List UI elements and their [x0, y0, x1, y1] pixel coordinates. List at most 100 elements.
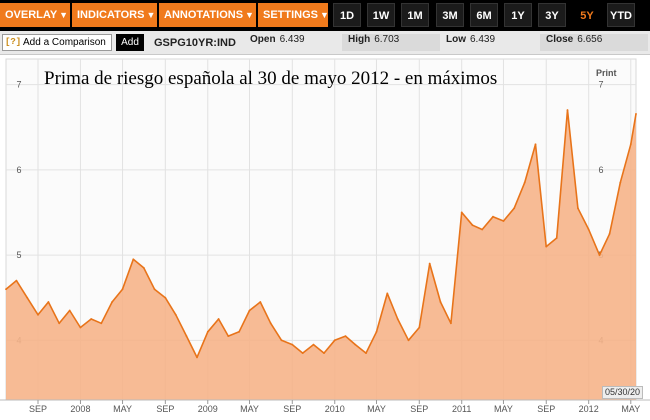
data-point — [598, 254, 601, 256]
data-point — [142, 267, 145, 269]
data-point — [460, 211, 463, 214]
data-point — [365, 352, 367, 354]
data-point — [523, 181, 526, 184]
data-point — [428, 262, 431, 265]
open-stat: Open 6.439 — [250, 34, 305, 51]
range-1d-button[interactable]: 1D — [333, 3, 361, 27]
annotations-menu[interactable]: ANNOTATIONS ▼ — [159, 3, 256, 27]
data-point — [333, 339, 336, 342]
data-point — [90, 318, 93, 320]
x-axis-strip — [0, 400, 650, 420]
data-point — [407, 339, 410, 342]
range-3m-button[interactable]: 3M — [436, 3, 464, 27]
data-point — [481, 228, 484, 231]
data-point — [206, 330, 209, 333]
high-stat: High 6.703 — [342, 34, 440, 51]
data-point — [566, 109, 569, 111]
x-tick-label: SEP — [537, 404, 555, 414]
range-3y-button[interactable]: 3Y — [538, 3, 566, 27]
x-tick-label: SEP — [410, 404, 428, 414]
add-comparison-button[interactable]: Add — [116, 34, 144, 51]
y-tick-label-left: 5 — [16, 250, 21, 260]
x-tick-label: 2008 — [70, 404, 90, 414]
range-1y-button[interactable]: 1Y — [504, 3, 532, 27]
settings-menu-label: SETTINGS — [263, 9, 319, 21]
low-stat: Low 6.439 — [446, 34, 495, 51]
data-point — [100, 322, 103, 325]
x-tick-label: MAY — [621, 404, 640, 414]
data-point — [111, 301, 113, 303]
data-point — [248, 309, 251, 312]
data-point — [396, 318, 399, 320]
range-1w-button[interactable]: 1W — [367, 3, 395, 27]
data-point — [619, 181, 622, 184]
data-point — [312, 343, 315, 346]
x-tick-label: SEP — [156, 404, 174, 414]
chart-title: Prima de riesgo española al 30 de mayo 2… — [44, 68, 498, 89]
data-point — [450, 322, 452, 325]
x-tick-label: 2012 — [579, 404, 599, 414]
dropdown-arrow-icon: ▼ — [320, 10, 329, 20]
dropdown-arrow-icon: ▼ — [146, 10, 156, 20]
data-point — [555, 237, 558, 239]
data-point — [635, 113, 637, 115]
current-date-label: 05/30/20 — [602, 386, 644, 399]
range-1m-button[interactable]: 1M — [401, 3, 429, 27]
data-point — [121, 288, 124, 291]
y-tick-label-right: 7 — [598, 80, 603, 90]
data-point — [502, 220, 505, 222]
x-tick-label: MAY — [367, 404, 386, 414]
data-point — [238, 330, 241, 333]
open-value: 6.439 — [279, 34, 305, 45]
indicators-menu[interactable]: INDICATORS ▼ — [72, 3, 157, 27]
data-point — [418, 326, 421, 329]
low-value: 6.439 — [470, 34, 496, 45]
data-point — [629, 143, 632, 146]
print-link[interactable]: Print — [596, 68, 617, 78]
price-chart[interactable]: 44556677SEP2008MAYSEP2009MAYSEP2010MAYSE… — [0, 55, 650, 420]
x-tick-label: MAY — [113, 404, 132, 414]
range-6m-button[interactable]: 6M — [470, 3, 498, 27]
range-ytd-button[interactable]: YTD — [607, 3, 635, 27]
data-point — [577, 207, 579, 210]
overlay-menu[interactable]: OVERLAY ▼ — [0, 3, 70, 27]
data-point — [174, 313, 177, 316]
open-label: Open — [250, 34, 276, 45]
data-point — [386, 292, 389, 295]
data-point — [471, 224, 474, 227]
data-point — [185, 335, 188, 337]
data-point — [344, 335, 347, 337]
add-comparison-input[interactable] — [2, 34, 112, 51]
data-point — [196, 356, 198, 359]
range-5y-button[interactable]: 5Y — [573, 3, 601, 27]
y-tick-label-right: 6 — [598, 165, 603, 175]
dropdown-arrow-icon: ▼ — [245, 10, 254, 20]
settings-menu[interactable]: SETTINGS ▼ — [258, 3, 329, 27]
data-point — [587, 228, 590, 231]
data-point — [15, 279, 18, 282]
x-tick-label: 2009 — [198, 404, 218, 414]
close-value: 6.656 — [577, 34, 603, 45]
high-label: High — [348, 34, 371, 45]
high-value: 6.703 — [374, 34, 400, 45]
data-point — [291, 343, 294, 346]
data-point — [47, 301, 50, 303]
indicators-menu-label: INDICATORS — [77, 9, 145, 21]
x-tick-label: SEP — [283, 404, 301, 414]
data-point — [513, 207, 516, 210]
ticker-symbol: GSPG10YR:IND — [154, 37, 236, 49]
x-tick-label: SEP — [29, 404, 47, 414]
x-tick-label: 2010 — [325, 404, 345, 414]
data-point — [354, 343, 357, 346]
x-tick-label: MAY — [240, 404, 259, 414]
data-point — [375, 330, 378, 333]
data-point — [164, 296, 167, 299]
x-tick-label: 2011 — [452, 404, 471, 414]
data-point — [79, 326, 82, 329]
data-point — [269, 322, 272, 325]
y-tick-label-left: 6 — [16, 165, 21, 175]
data-point — [323, 352, 325, 354]
data-point — [26, 296, 29, 299]
help-icon[interactable]: [?] — [5, 37, 22, 47]
